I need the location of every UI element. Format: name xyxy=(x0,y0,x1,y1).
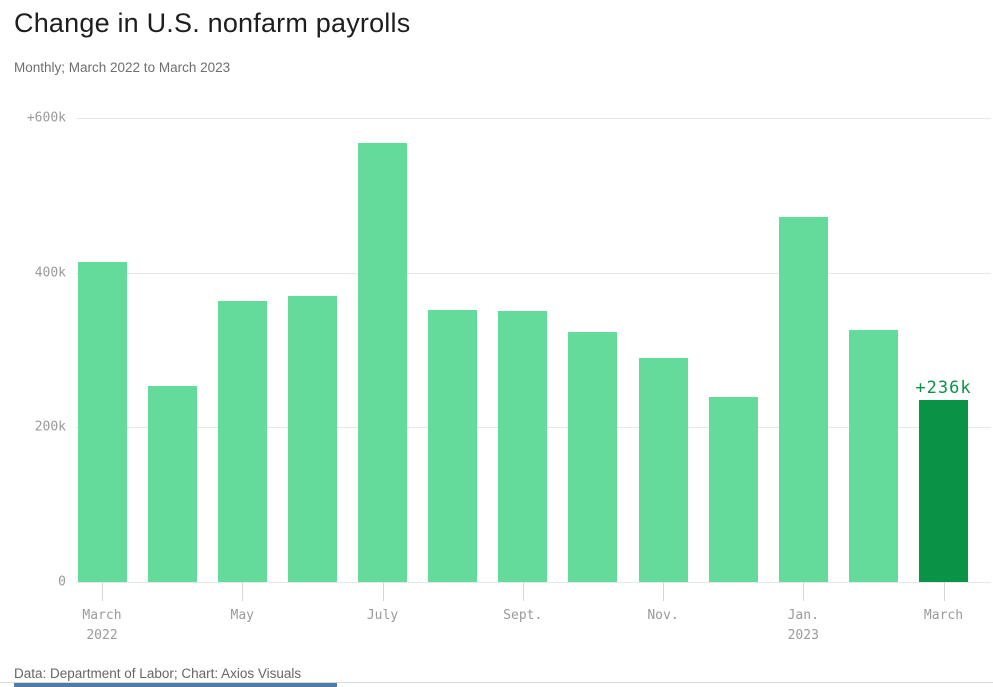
bar-oct-2022 xyxy=(568,331,618,582)
gridline-400 xyxy=(76,272,991,274)
bar-july-2022 xyxy=(358,142,407,582)
chart-subtitle: Monthly; March 2022 to March 2023 xyxy=(14,60,231,75)
bottom-blue-strip xyxy=(14,683,337,687)
x-axis-tick xyxy=(382,582,384,601)
chart-title: Change in U.S. nonfarm payrolls xyxy=(14,8,411,38)
bar-april-2022 xyxy=(147,385,197,582)
bar-nov-2022 xyxy=(638,357,688,582)
x-axis-tick-label: July xyxy=(366,608,399,623)
source-note: Data: Department of Labor; Chart: Axios … xyxy=(14,666,302,681)
y-axis-tick-label: 0 xyxy=(58,574,66,590)
bar-aug-2022 xyxy=(428,309,478,582)
x-axis-tick xyxy=(663,582,664,601)
gridline-0 xyxy=(76,582,991,583)
bar-may-2022 xyxy=(217,300,267,582)
x-axis-tick xyxy=(943,582,945,601)
x-axis-tick xyxy=(102,582,103,601)
x-axis-tick-label: May xyxy=(230,608,254,623)
x-axis-tick-label: Jan. 2023 xyxy=(787,608,819,643)
footer-divider xyxy=(0,682,993,683)
bar-march-2022 xyxy=(77,262,127,582)
bar-feb-2023 xyxy=(848,330,898,582)
x-axis-tick-label: March 2022 xyxy=(82,608,122,643)
bar-march-2023 xyxy=(919,399,968,582)
bar-jan-2023 xyxy=(778,217,828,582)
x-axis-tick-label: Sept. xyxy=(503,608,543,623)
y-axis-tick-label: +600k xyxy=(26,110,66,126)
x-axis-tick xyxy=(522,582,524,601)
x-axis-tick xyxy=(803,582,805,601)
y-axis-tick-label: 400k xyxy=(34,265,66,281)
bar-june-2022 xyxy=(287,296,337,582)
gridline-600 xyxy=(76,118,991,120)
bar-dec-2022 xyxy=(708,397,758,582)
x-axis-tick-label: March xyxy=(923,608,964,623)
bar-sept-2022 xyxy=(498,311,548,582)
highlight-value-label: +236k xyxy=(915,377,972,398)
y-axis-tick-label: 200k xyxy=(34,419,66,435)
x-axis-tick xyxy=(242,582,244,601)
x-axis-tick-label: Nov. xyxy=(647,608,679,623)
